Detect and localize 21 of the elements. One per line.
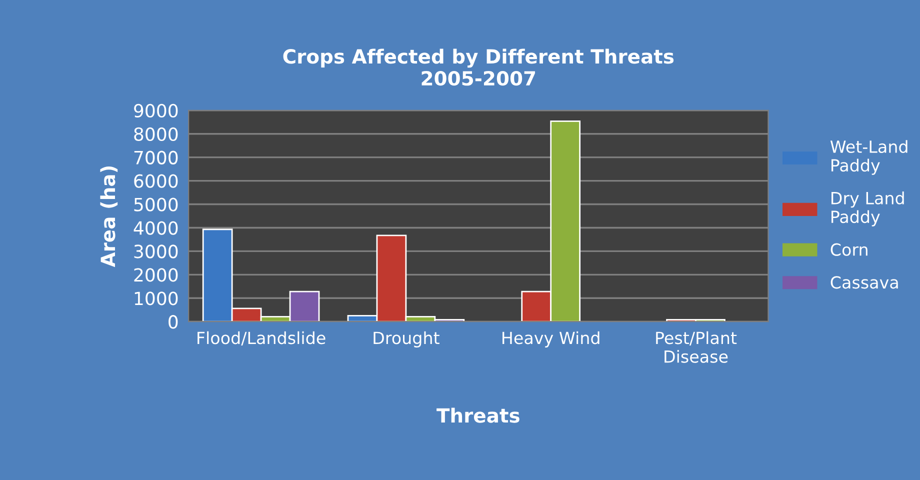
y-tick-label: 6000 [134,174,178,188]
y-tick-label: 3000 [134,244,178,258]
legend-label: Cassava [830,276,898,289]
y-axis-title: Area (ha) [100,166,118,268]
x-tick-label: Drought [374,331,440,348]
chart-title: Crops Affected by Different Threats 2005-2007 [283,48,674,86]
y-tick-label: 5000 [134,198,178,212]
legend-label: Corn [830,243,868,256]
x-axis-title: Threats [436,408,520,423]
x-tick-label: Flood/Landslide [198,331,326,346]
y-tick-label: 7000 [134,150,178,164]
x-tick-label: Heavy Wind [502,331,600,348]
legend-label: Dry Land Paddy [832,192,904,226]
x-tick-label: Pest/Plant Disease [656,331,737,363]
y-tick-label: 0 [168,315,178,329]
legend-label: Wet-Land Paddy [830,140,908,175]
y-tick-label: 2000 [134,268,178,282]
y-tick-label: 8000 [134,127,178,141]
y-tick-label: 9000 [134,104,178,118]
y-tick-label: 1000 [134,292,178,306]
y-tick-label: 4000 [134,221,178,235]
